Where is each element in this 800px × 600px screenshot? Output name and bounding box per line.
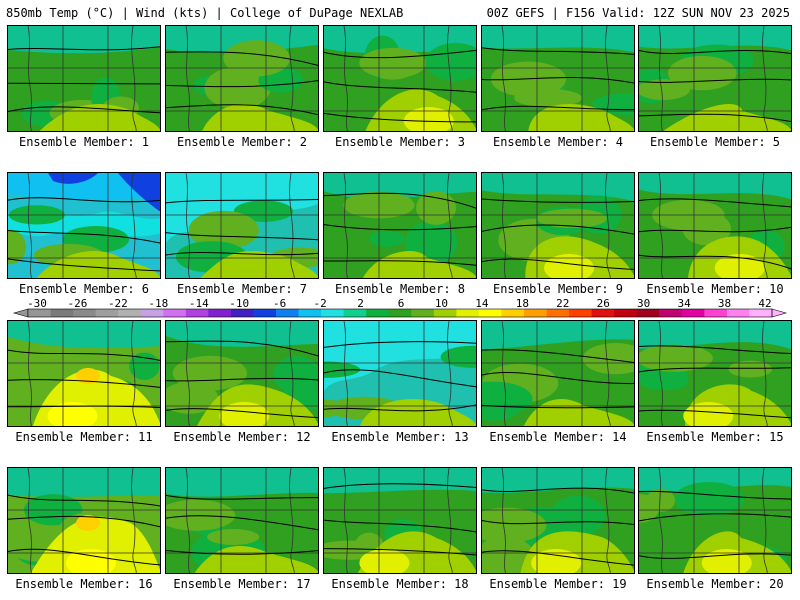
colorbar-swatch — [546, 309, 570, 317]
colorbar-swatch — [636, 309, 660, 317]
ensemble-map-9 — [481, 172, 635, 279]
colorbar-tick-label: 22 — [556, 297, 569, 310]
panel-label-8: Ensemble Member: 8 — [334, 282, 466, 296]
temperature-colorbar: -30 -26 -22 -18 -14 -10 -6 -2 2 6 10 14 18 22 26 30 34 38… — [12, 297, 788, 318]
colorbar-tick-label: 14 — [475, 297, 489, 310]
colorbar-swatch — [208, 309, 232, 317]
colorbar-tick-label: 38 — [718, 297, 731, 310]
panel-label-14: Ensemble Member: 14 — [489, 430, 627, 444]
colorbar-swatch — [298, 309, 322, 317]
ensemble-map-4 — [481, 25, 635, 132]
colorbar-swatch — [163, 309, 187, 317]
ensemble-map-6 — [7, 172, 161, 279]
panel-label-12: Ensemble Member: 12 — [173, 430, 311, 444]
colorbar-swatch — [343, 309, 367, 317]
panel-label-17: Ensemble Member: 17 — [173, 577, 311, 591]
ensemble-map-16 — [7, 467, 161, 574]
colorbar-swatch — [591, 309, 615, 317]
colorbar-swatch — [726, 309, 750, 317]
colorbar-swatch — [524, 309, 548, 317]
panel-label-2: Ensemble Member: 2 — [176, 135, 308, 149]
colorbar-swatch — [433, 309, 457, 317]
colorbar-swatch — [749, 309, 773, 317]
colorbar-swatch — [73, 309, 97, 317]
panel-label-10: Ensemble Member: 10 — [646, 282, 784, 296]
colorbar-swatch — [501, 309, 525, 317]
colorbar-tick-label: -22 — [108, 297, 128, 310]
colorbar-tick-label: -10 — [229, 297, 249, 310]
ensemble-map-19 — [481, 467, 635, 574]
ensemble-map-8 — [323, 172, 477, 279]
ensemble-map-10 — [638, 172, 792, 279]
colorbar-swatch — [614, 309, 638, 317]
colorbar-swatch — [95, 309, 119, 317]
ensemble-map-11 — [7, 320, 161, 427]
panel-label-16: Ensemble Member: 16 — [15, 577, 153, 591]
colorbar-swatch — [28, 309, 52, 317]
colorbar-swatch — [118, 309, 142, 317]
colorbar-tick-label: -2 — [313, 297, 326, 310]
colorbar-swatch — [230, 309, 254, 317]
colorbar-right-arrow — [771, 308, 788, 318]
ensemble-map-15 — [638, 320, 792, 427]
colorbar-swatch — [659, 309, 683, 317]
panel-label-5: Ensemble Member: 5 — [649, 135, 781, 149]
ensemble-map-12 — [165, 320, 319, 427]
colorbar-swatch — [50, 309, 74, 317]
colorbar-swatch — [321, 309, 345, 317]
ensemble-map-14 — [481, 320, 635, 427]
panel-label-18: Ensemble Member: 18 — [331, 577, 469, 591]
ensemble-map-13 — [323, 320, 477, 427]
colorbar-tick-label: 2 — [357, 297, 364, 310]
colorbar-swatch — [456, 309, 480, 317]
colorbar-swatch — [569, 309, 593, 317]
ensemble-map-17 — [165, 467, 319, 574]
ensemble-map-2 — [165, 25, 319, 132]
panel-label-11: Ensemble Member: 11 — [15, 430, 153, 444]
panel-label-4: Ensemble Member: 4 — [492, 135, 624, 149]
colorbar-swatch — [185, 309, 209, 317]
panel-label-20: Ensemble Member: 20 — [646, 577, 784, 591]
ensemble-map-7 — [165, 172, 319, 279]
colorbar-swatch — [478, 309, 502, 317]
colorbar-swatch — [411, 309, 435, 317]
colorbar-tick-label: -6 — [273, 297, 286, 310]
ensemble-map-5 — [638, 25, 792, 132]
panel-label-15: Ensemble Member: 15 — [646, 430, 784, 444]
panel-label-1: Ensemble Member: 1 — [18, 135, 150, 149]
ensemble-map-18 — [323, 467, 477, 574]
colorbar-tick-label: -14 — [189, 297, 209, 310]
colorbar-swatch — [388, 309, 412, 317]
colorbar-swatch — [253, 309, 277, 317]
panel-label-9: Ensemble Member: 9 — [492, 282, 624, 296]
colorbar-tick-label: 34 — [677, 297, 691, 310]
colorbar-swatch — [681, 309, 705, 317]
colorbar-tick-label: -26 — [68, 297, 88, 310]
ensemble-map-1 — [7, 25, 161, 132]
colorbar-left-arrow — [12, 308, 29, 318]
colorbar-swatch — [276, 309, 300, 317]
colorbar-tick-label: -18 — [148, 297, 168, 310]
panel-label-6: Ensemble Member: 6 — [18, 282, 150, 296]
panel-label-19: Ensemble Member: 19 — [489, 577, 627, 591]
colorbar-tick-label: 6 — [398, 297, 405, 310]
panel-label-13: Ensemble Member: 13 — [331, 430, 469, 444]
colorbar-swatch — [366, 309, 390, 317]
header-title: 850mb Temp (°C) | Wind (kts) | College o… — [6, 6, 404, 20]
colorbar-swatch — [140, 309, 164, 317]
colorbar-tick-label: -30 — [27, 297, 47, 310]
panel-label-3: Ensemble Member: 3 — [334, 135, 466, 149]
colorbar-tick-label: 30 — [637, 297, 650, 310]
header-valid-time: 00Z GEFS | F156 Valid: 12Z SUN NOV 23 20… — [486, 6, 790, 20]
ensemble-map-20 — [638, 467, 792, 574]
colorbar-tick-label: 26 — [597, 297, 610, 310]
colorbar-tick-label: 18 — [516, 297, 529, 310]
colorbar-tick-label: 10 — [435, 297, 448, 310]
colorbar-swatch — [704, 309, 728, 317]
colorbar-tick-label: 42 — [758, 297, 771, 310]
ensemble-map-3 — [323, 25, 477, 132]
panel-label-7: Ensemble Member: 7 — [176, 282, 308, 296]
